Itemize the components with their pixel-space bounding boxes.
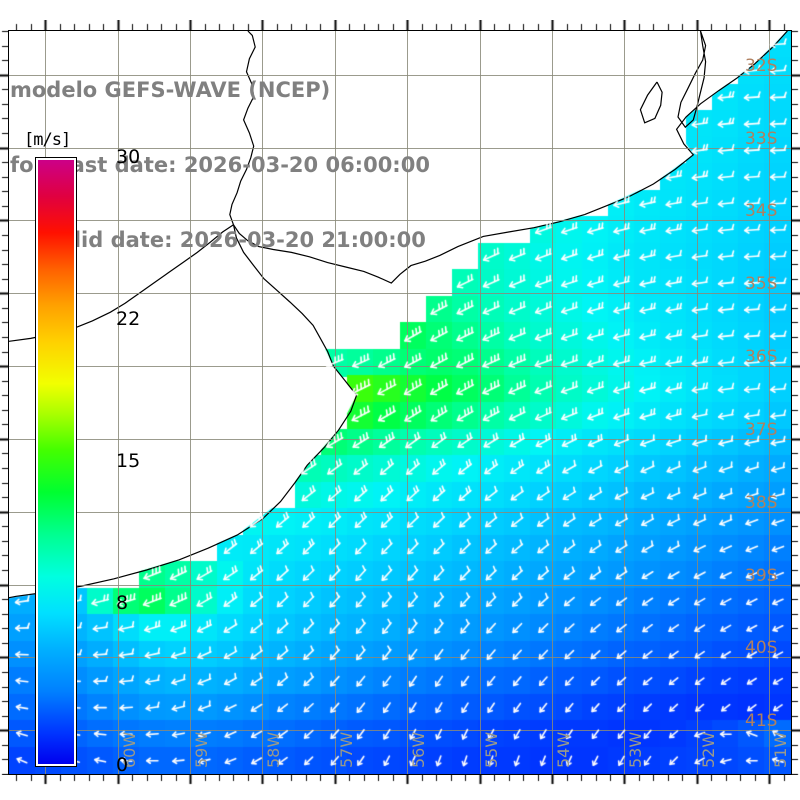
- right-tick-rail: [792, 30, 800, 775]
- top-tick-rail: [8, 20, 792, 30]
- lat-label: 40S: [745, 638, 778, 659]
- valid-date-title: valid date: 2026-03-20 21:00:00: [46, 228, 426, 252]
- lon-label: 53W: [626, 731, 646, 768]
- forecast-date-title: forecast date: 2026-03-20 06:00:00: [10, 153, 430, 177]
- colorbar-tick-label: 30: [116, 146, 141, 168]
- colorbar-unit-label: [m/s]: [24, 130, 71, 150]
- lon-label: 56W: [409, 731, 429, 768]
- lat-label: 37S: [745, 419, 778, 440]
- model-title: modelo GEFS-WAVE (NCEP): [10, 78, 331, 102]
- lon-label: 52W: [698, 731, 718, 768]
- lat-label: 32S: [745, 55, 778, 76]
- lat-label: 39S: [745, 565, 778, 586]
- lat-label: 41S: [745, 711, 778, 732]
- colorbar-tick-label: 0: [116, 754, 129, 776]
- left-tick-rail: [0, 30, 8, 775]
- lon-label: 51W: [771, 731, 791, 768]
- lon-label: 55W: [481, 731, 501, 768]
- wind-vector-arrows: [9, 31, 791, 774]
- bottom-tick-rail: [8, 775, 792, 787]
- lon-label: 57W: [336, 731, 356, 768]
- lon-label: 54W: [554, 731, 574, 768]
- lat-label: 34S: [745, 201, 778, 222]
- lon-label: 59W: [192, 731, 212, 768]
- colorbar-group: 0 8 15 22 30: [35, 146, 140, 776]
- lat-label: 38S: [745, 492, 778, 513]
- lat-label: 33S: [745, 128, 778, 149]
- colorbar-gradient: [35, 157, 77, 767]
- colorbar-tick-label: 8: [116, 591, 129, 614]
- lon-label: 58W: [264, 731, 284, 768]
- title-block: modelo GEFS-WAVE (NCEP) forecast date: 2…: [10, 28, 530, 303]
- colorbar-tick-label: 15: [116, 450, 141, 472]
- lat-label: 35S: [745, 274, 778, 295]
- lat-label: 36S: [745, 347, 778, 368]
- map-plot-frame: 32S33S34S35S36S37S38S39S40S41S61W60W59W5…: [8, 30, 792, 775]
- colorbar-tick-label: 22: [116, 308, 141, 331]
